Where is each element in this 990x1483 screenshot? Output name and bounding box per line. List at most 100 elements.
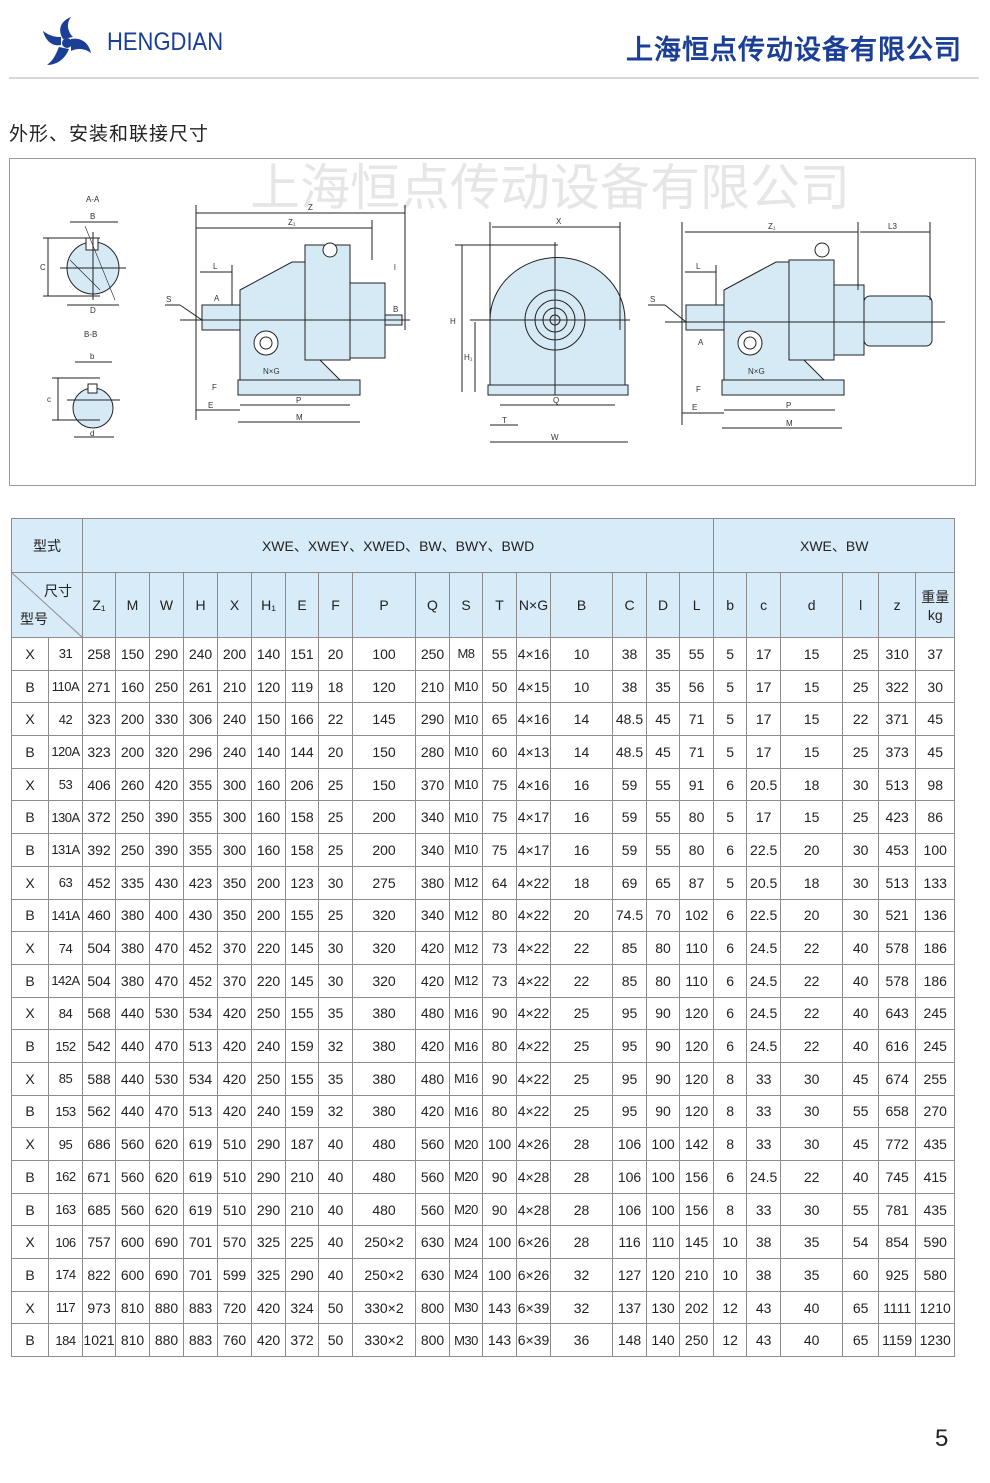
value-cell: 25: [842, 637, 880, 671]
group2-header: XWE、BW: [713, 518, 956, 573]
value-cell: 355: [183, 767, 218, 802]
value-cell: M24: [449, 1225, 483, 1260]
value-cell: 325: [251, 1225, 286, 1260]
value-cell: 24.5: [746, 1029, 782, 1063]
series-cell: X: [11, 865, 49, 900]
value-cell: 290: [149, 637, 184, 671]
value-cell: 55: [678, 637, 715, 671]
value-cell: 420: [415, 931, 450, 965]
value-cell: 406: [82, 767, 116, 802]
value-cell: 20.5: [746, 865, 782, 900]
value-cell: 8: [713, 1061, 748, 1096]
model-label: 型号: [20, 611, 48, 627]
column-header: L: [678, 572, 715, 638]
value-cell: 28: [550, 1192, 613, 1227]
value-cell: 701: [183, 1258, 218, 1292]
value-cell: 452: [183, 963, 218, 998]
value-cell: 240: [251, 1094, 286, 1129]
value-cell: 202: [678, 1290, 715, 1325]
value-cell: 521: [878, 898, 917, 933]
value-cell: 880: [149, 1290, 184, 1325]
value-cell: 59: [612, 833, 647, 867]
value-cell: 200: [115, 735, 150, 769]
value-cell: 420: [217, 996, 252, 1031]
value-cell: 25: [842, 669, 880, 704]
value-cell: 40: [318, 1192, 353, 1227]
value-cell: 200: [217, 637, 252, 671]
value-cell: 60: [482, 735, 517, 769]
value-cell: 1021: [82, 1323, 116, 1358]
value-cell: 200: [352, 800, 416, 835]
value-cell: M16: [449, 1094, 483, 1129]
value-cell: 6: [713, 963, 748, 998]
value-cell: 560: [115, 1192, 150, 1227]
label-z1-motor: Z₁: [768, 222, 776, 231]
table-row: X 53 406 260 420 355 300 160 206 25 150 370 M10 75 4×1…: [11, 767, 990, 802]
series-cell: X: [11, 996, 49, 1031]
value-cell: 20.5: [746, 767, 782, 802]
value-cell: M16: [449, 1029, 483, 1063]
value-cell: 18: [780, 767, 844, 802]
table-row: B 110A 271 160 250 261 210 120 119 18 120 210 M10 50 4…: [11, 669, 990, 704]
value-cell: M12: [449, 898, 483, 933]
column-header: B: [550, 572, 613, 638]
value-cell: 110: [678, 963, 715, 998]
value-cell: 95: [612, 1061, 647, 1096]
value-cell: 25: [550, 1061, 613, 1096]
value-cell: 40: [318, 1258, 353, 1292]
value-cell: 65: [842, 1323, 880, 1358]
value-cell: 22: [780, 1160, 844, 1194]
value-cell: 240: [217, 735, 252, 769]
value-cell: 781: [878, 1192, 917, 1227]
value-cell: 45: [915, 735, 956, 769]
value-cell: 119: [285, 669, 319, 704]
label-f: F: [212, 383, 217, 392]
value-cell: M20: [449, 1127, 483, 1161]
front-view-diagram: [455, 222, 630, 443]
value-cell: 440: [115, 1029, 150, 1063]
value-cell: 250: [678, 1323, 715, 1358]
label-key-width: B: [90, 212, 95, 221]
value-cell: 120: [678, 1029, 715, 1063]
value-cell: 568: [82, 996, 116, 1031]
value-cell: 16: [550, 833, 613, 867]
value-cell: 20: [780, 898, 844, 933]
label-s-motor: S: [650, 295, 655, 304]
value-cell: 380: [352, 1029, 416, 1063]
model-cell: 53: [48, 767, 83, 802]
value-cell: 630: [415, 1258, 450, 1292]
value-cell: 75: [482, 833, 517, 867]
value-cell: 560: [415, 1160, 450, 1194]
value-cell: 470: [149, 1094, 184, 1129]
value-cell: 43: [746, 1290, 782, 1325]
value-cell: 373: [878, 735, 917, 769]
column-header: c: [746, 572, 782, 638]
value-cell: 45: [842, 1061, 880, 1096]
value-cell: 925: [878, 1258, 917, 1292]
label-p-motor: P: [786, 401, 791, 410]
value-cell: 120: [678, 1094, 715, 1129]
value-cell: 17: [746, 800, 782, 835]
value-cell: 90: [646, 1029, 680, 1063]
value-cell: 30: [780, 1061, 844, 1096]
value-cell: 127: [612, 1258, 647, 1292]
label-h: H: [450, 317, 456, 326]
label-e: E: [208, 401, 213, 410]
value-cell: 4×22: [516, 963, 551, 998]
value-cell: 100: [352, 637, 416, 671]
value-cell: 60: [842, 1258, 880, 1292]
value-cell: 4×22: [516, 865, 551, 900]
value-cell: 460: [82, 898, 116, 933]
value-cell: 110: [678, 931, 715, 965]
value-cell: 470: [149, 931, 184, 965]
value-cell: 71: [678, 735, 715, 769]
value-cell: 701: [183, 1225, 218, 1260]
value-cell: 250×2: [352, 1225, 416, 1260]
value-cell: 90: [646, 1061, 680, 1096]
model-cell: 174: [48, 1258, 83, 1292]
value-cell: 120: [352, 669, 416, 704]
table-row: X 85 588 440 530 534 420 250 155 35 380 480 M16 90 4×2…: [11, 1061, 990, 1096]
value-cell: 25: [318, 898, 353, 933]
value-cell: 772: [878, 1127, 917, 1161]
value-cell: 25: [842, 800, 880, 835]
